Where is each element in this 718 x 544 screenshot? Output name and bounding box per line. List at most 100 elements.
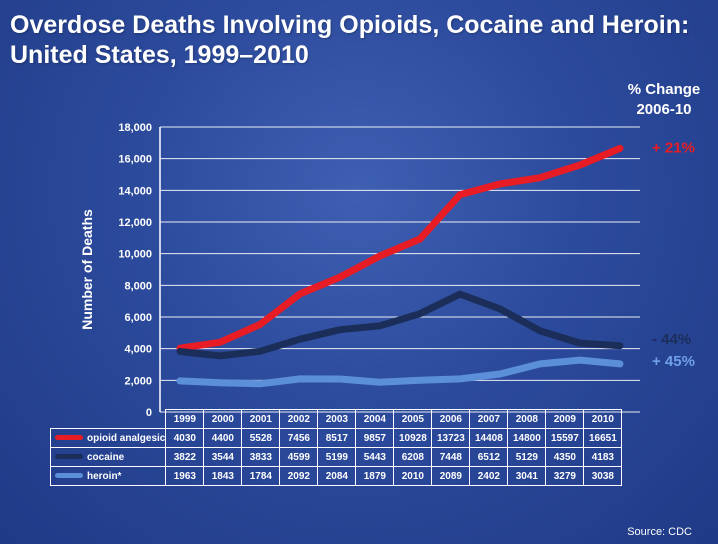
- y-tick-label: 2,000: [124, 375, 152, 387]
- x-tick-label: 2009: [545, 409, 585, 429]
- y-tick-label: 4,000: [124, 344, 152, 356]
- data-label: 9857: [355, 428, 395, 448]
- data-label: 1963: [165, 466, 205, 486]
- data-label: 3544: [203, 447, 243, 467]
- data-label: 5129: [507, 447, 547, 467]
- data-label: 4030: [165, 428, 205, 448]
- data-table: 1999 2000 2001 2002 2003 2004 2005 2006 2007 2008…: [49, 409, 623, 486]
- data-label: 5528: [241, 428, 281, 448]
- source-note: Source: CDC: [627, 526, 692, 538]
- data-label: 4599: [279, 447, 319, 467]
- legend-label: heroin*: [87, 470, 122, 482]
- data-label: 5443: [355, 447, 395, 467]
- data-point: [298, 337, 302, 341]
- data-point: [498, 307, 502, 311]
- data-label: 14408: [469, 428, 509, 448]
- data-label: 6512: [469, 447, 509, 467]
- data-label: 3833: [241, 447, 281, 467]
- series-line-1: [176, 290, 624, 360]
- x-tick-label: 2000: [203, 409, 243, 429]
- legend-entry: cocaine: [49, 447, 167, 467]
- data-point: [418, 378, 422, 382]
- legend-entry: heroin*: [49, 466, 167, 486]
- percent-change-label: + 45%: [652, 353, 695, 370]
- data-label: 15597: [545, 428, 585, 448]
- x-tick-label: 2004: [355, 409, 395, 429]
- x-tick-label: 2005: [393, 409, 433, 429]
- table-header-row: 1999 2000 2001 2002 2003 2004 2005 2006 2007 2008…: [50, 409, 623, 429]
- data-label: 4350: [545, 447, 585, 467]
- data-point: [338, 275, 342, 279]
- percent-change-label: + 21%: [652, 139, 695, 156]
- data-label: 2402: [469, 466, 509, 486]
- data-point: [618, 362, 622, 366]
- data-label: 7448: [431, 447, 471, 467]
- x-tick-label: 2008: [507, 409, 547, 429]
- percent-change-header-line-1: % Change: [627, 81, 701, 98]
- y-axis-label: Number of Deaths: [79, 209, 95, 330]
- data-point: [538, 362, 542, 366]
- title-line-2: United States, 1999–2010: [10, 41, 309, 69]
- data-label: 6208: [393, 447, 433, 467]
- data-label: 2084: [317, 466, 357, 486]
- percent-change-label: - 44%: [652, 331, 691, 348]
- data-point: [218, 354, 222, 358]
- data-point: [378, 324, 382, 328]
- data-label: 16651: [583, 428, 623, 448]
- data-point: [458, 292, 462, 296]
- data-label: 2010: [393, 466, 433, 486]
- chart-title: Overdose Deaths Involving Opioids, Cocai…: [10, 10, 689, 70]
- y-tick-label: 6,000: [124, 312, 152, 324]
- data-label: 8517: [317, 428, 357, 448]
- data-point: [538, 329, 542, 333]
- legend-swatch: [55, 435, 83, 441]
- data-label: 5199: [317, 447, 357, 467]
- data-point: [258, 349, 262, 353]
- y-tick-label: 14,000: [118, 185, 152, 197]
- x-tick-label: 2007: [469, 409, 509, 429]
- data-point: [418, 312, 422, 316]
- y-tick-label: 16,000: [118, 154, 152, 166]
- legend-entry: opioid analgesic: [49, 428, 167, 448]
- table-row: cocaine 3822 3544 3833 4599 5199 5443 6208 7448 6…: [49, 447, 623, 467]
- y-tick-label: 8,000: [124, 280, 152, 292]
- data-point: [258, 322, 262, 326]
- table-corner: [50, 409, 167, 429]
- data-point: [578, 341, 582, 345]
- data-label: 7456: [279, 428, 319, 448]
- data-point: [218, 340, 222, 344]
- data-point: [378, 380, 382, 384]
- series-line-0: [176, 144, 624, 352]
- data-point: [498, 372, 502, 376]
- data-label: 3822: [165, 447, 205, 467]
- percent-change-header-line-2: 2006-10: [636, 101, 692, 118]
- data-label: 4183: [583, 447, 623, 467]
- series-line-2: [176, 356, 624, 388]
- x-tick-label: 2010: [583, 409, 623, 429]
- data-point: [458, 193, 462, 197]
- data-point: [618, 146, 622, 150]
- data-label: 1843: [203, 466, 243, 486]
- data-point: [378, 254, 382, 258]
- data-point: [538, 176, 542, 180]
- data-label: 2089: [431, 466, 471, 486]
- data-point: [298, 377, 302, 381]
- x-tick-label: 2001: [241, 409, 281, 429]
- data-point: [578, 163, 582, 167]
- data-point: [578, 358, 582, 362]
- data-label: 1879: [355, 466, 395, 486]
- data-label: 1784: [241, 466, 281, 486]
- data-label: 10928: [393, 428, 433, 448]
- table-row: heroin* 1963 1843 1784 2092 2084 1879 2010 2089 2…: [49, 466, 623, 486]
- legend-label: opioid analgesic: [87, 432, 166, 444]
- data-point: [218, 381, 222, 385]
- percent-change-header: % Change 2006-10: [610, 80, 718, 120]
- legend-swatch: [55, 454, 83, 460]
- table-row: opioid analgesic 4030 4400 5528 7456 8517 9857…: [49, 428, 623, 448]
- y-tick-label: 10,000: [118, 249, 152, 261]
- x-tick-label: 2003: [317, 409, 357, 429]
- data-point: [178, 349, 182, 353]
- data-point: [618, 344, 622, 348]
- x-tick-label: 2006: [431, 409, 471, 429]
